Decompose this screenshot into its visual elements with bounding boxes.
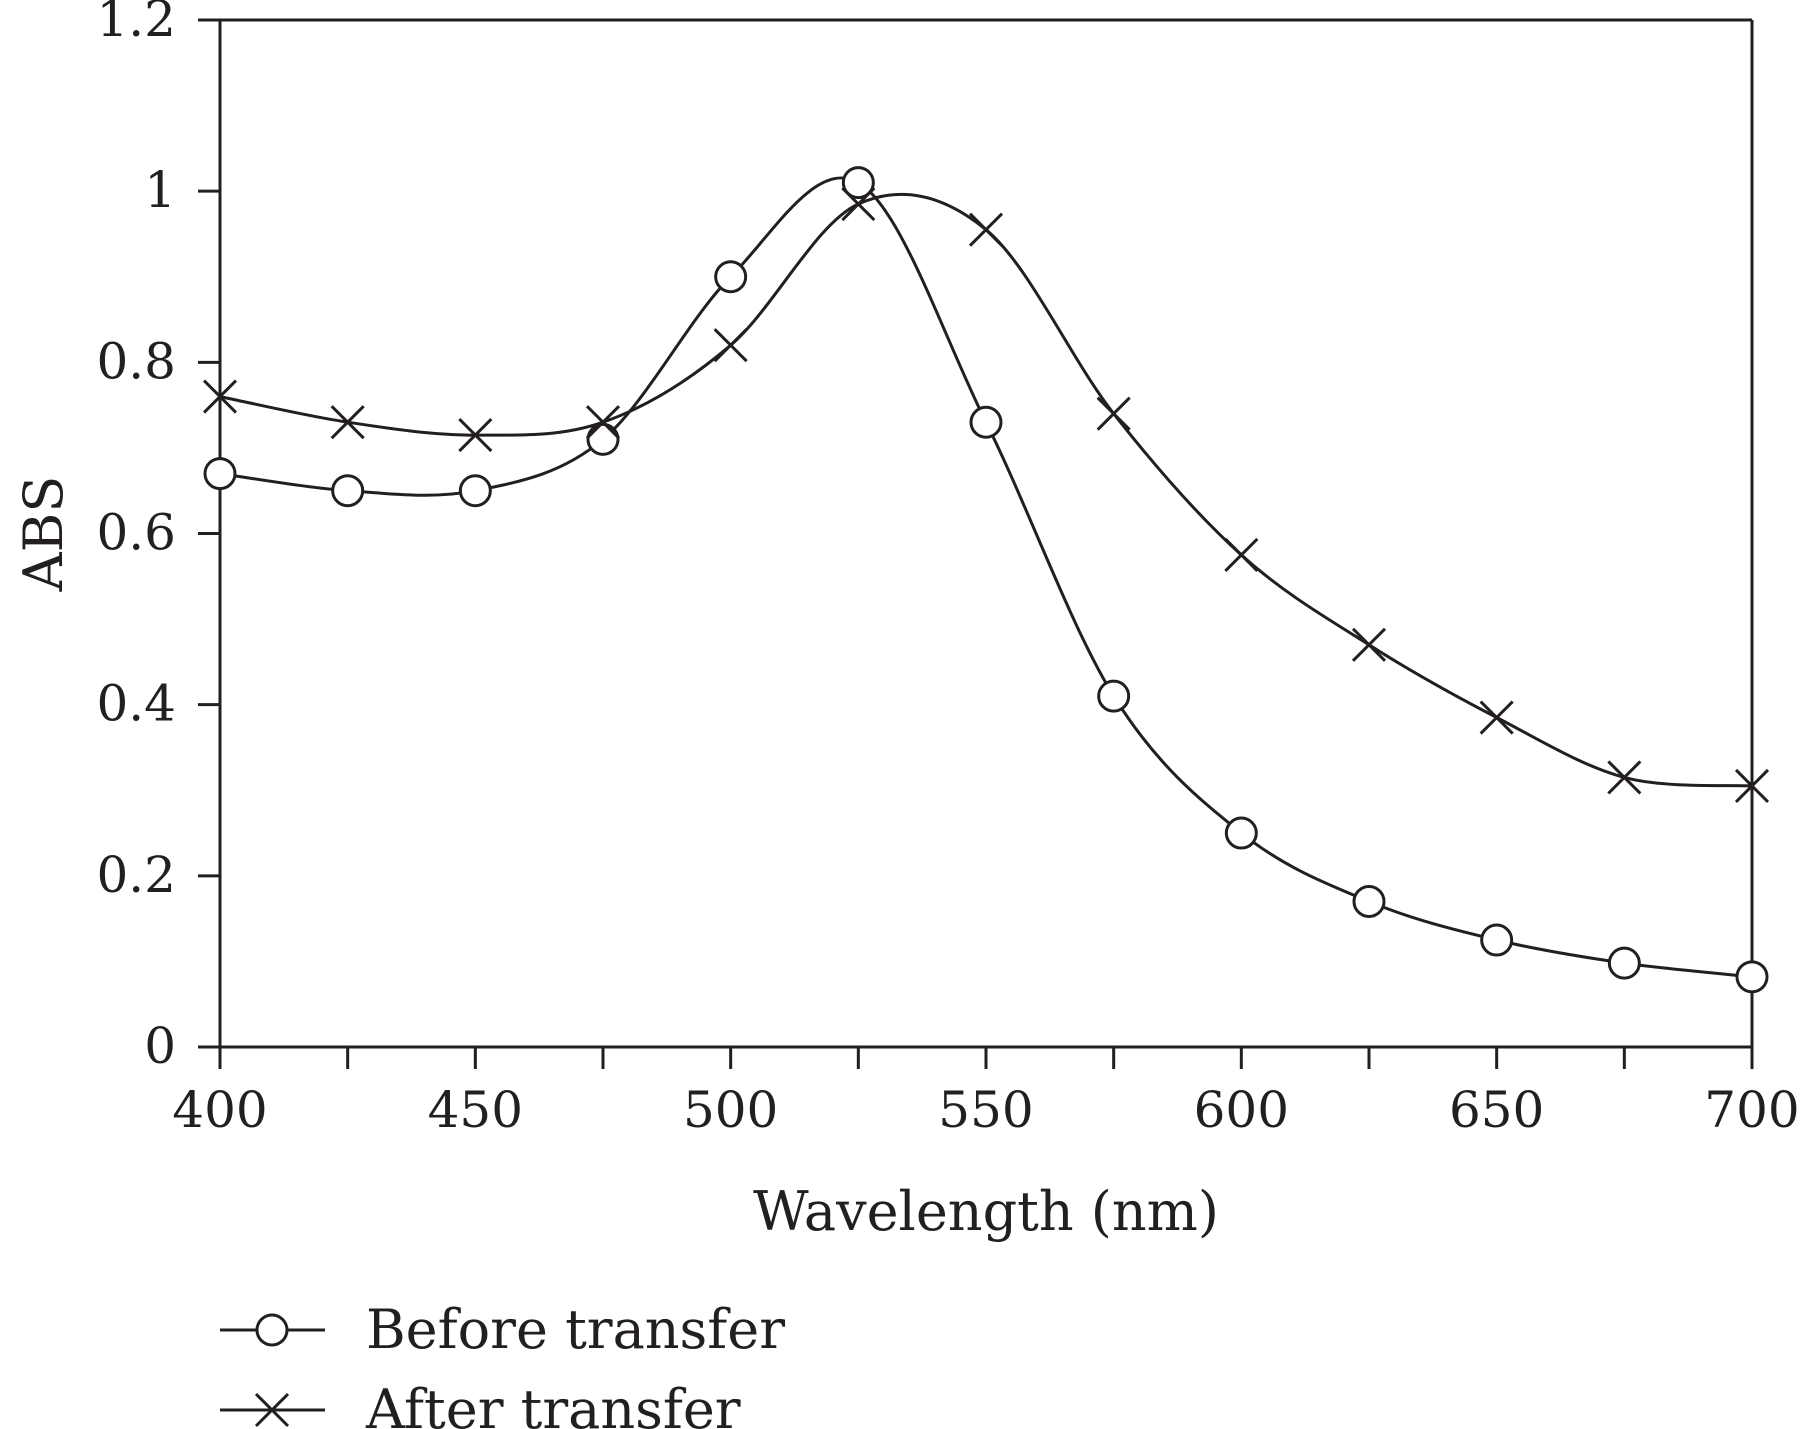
data-point-circle bbox=[841, 166, 875, 200]
y-tick-label: 0.8 bbox=[96, 332, 176, 390]
data-point-circle bbox=[203, 457, 237, 491]
series-line-circle bbox=[219, 176, 1753, 979]
data-point-circle bbox=[586, 422, 620, 456]
y-tick-label: 0.6 bbox=[96, 504, 176, 562]
data-point-cross bbox=[1607, 760, 1642, 795]
data-point-circle bbox=[458, 474, 492, 508]
y-tick-label: 0.4 bbox=[96, 675, 176, 733]
data-point-circle bbox=[1224, 816, 1258, 850]
legend-item-cross: After transfer bbox=[220, 1378, 741, 1429]
data-point-circle bbox=[1352, 885, 1386, 919]
y-tick-label: 1.2 bbox=[96, 0, 176, 48]
data-point-cross bbox=[1351, 627, 1387, 662]
data-point-cross bbox=[713, 328, 748, 363]
data-point-cross bbox=[1224, 537, 1259, 572]
data-point-cross bbox=[458, 418, 493, 453]
x-tick-label: 700 bbox=[1704, 1081, 1799, 1139]
x-tick-label: 650 bbox=[1449, 1081, 1544, 1139]
legend-label: Before transfer bbox=[366, 1298, 785, 1361]
data-point-circle bbox=[331, 474, 365, 508]
y-tick-label: 1 bbox=[144, 161, 176, 219]
y-tick-label: 0.2 bbox=[96, 846, 176, 904]
legend-label: After transfer bbox=[365, 1378, 741, 1429]
y-tick-label: 0 bbox=[144, 1017, 176, 1075]
x-axis-title: Wavelength (nm) bbox=[753, 1180, 1219, 1243]
data-point-circle bbox=[714, 260, 748, 294]
legend: Before transfer After transfer bbox=[220, 1298, 785, 1429]
legend-marker-cross bbox=[254, 1392, 290, 1428]
data-point-circle bbox=[969, 405, 1003, 439]
legend-marker-circle bbox=[255, 1313, 289, 1347]
legend-item-circle: Before transfer bbox=[220, 1298, 785, 1361]
data-point-circle bbox=[1735, 960, 1769, 994]
data-point-cross bbox=[1096, 396, 1131, 431]
series-cross bbox=[202, 186, 1770, 804]
x-tick-label: 550 bbox=[938, 1081, 1033, 1139]
x-tick-label: 400 bbox=[172, 1081, 267, 1139]
data-point-cross bbox=[1734, 768, 1770, 804]
data-point-cross bbox=[1479, 700, 1514, 735]
data-point-cross bbox=[330, 405, 365, 440]
data-point-circle bbox=[1607, 946, 1641, 980]
x-tick-label: 600 bbox=[1194, 1081, 1289, 1139]
data-point-cross bbox=[968, 212, 1004, 247]
data-point-cross bbox=[585, 405, 621, 440]
series-layer bbox=[202, 166, 1770, 994]
data-point-circle bbox=[1480, 923, 1514, 957]
series-circle bbox=[203, 166, 1769, 994]
series-line-cross bbox=[219, 192, 1753, 788]
data-point-cross bbox=[202, 379, 238, 414]
axes: 0 0.2 0.4 0.6 0.8 1 1.2 400 450 500 550 600 650 700 Wa… bbox=[12, 0, 1800, 1243]
data-point-circle bbox=[1097, 679, 1131, 713]
x-tick-label: 450 bbox=[428, 1081, 523, 1139]
y-axis-title: ABS bbox=[12, 476, 75, 593]
x-tick-label: 500 bbox=[683, 1081, 778, 1139]
data-point-cross bbox=[841, 186, 876, 222]
